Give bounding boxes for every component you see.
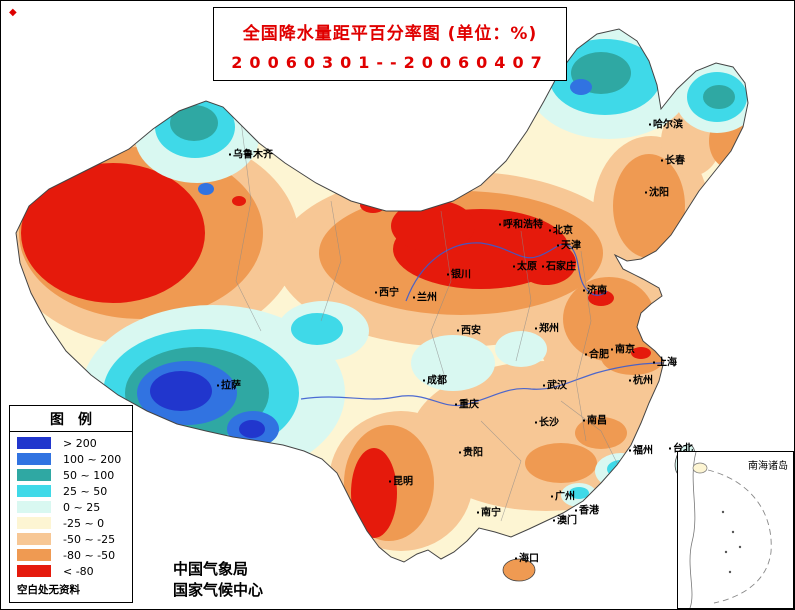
map-title: 全国降水量距平百分率图 (单位：%): [242, 24, 538, 44]
legend-color-swatch: [17, 453, 51, 465]
legend-item: -50 ~ -25: [10, 531, 132, 547]
legend-label: < -80: [63, 564, 94, 578]
legend-label: -25 ~ 0: [63, 516, 105, 530]
legend-color-swatch: [17, 501, 51, 513]
legend-color-swatch: [17, 469, 51, 481]
agency-name-2: 国家气候中心: [173, 581, 264, 599]
legend-color-swatch: [17, 517, 51, 529]
legend-items: > 200 100 ~ 200 50 ~ 100 25 ~ 50 0 ~ 25 -25 ~…: [10, 432, 132, 579]
legend-color-swatch: [17, 437, 51, 449]
legend-color-swatch: [17, 565, 51, 577]
map-title-box: 全国降水量距平百分率图 (单位：%) 20060301--20060407: [213, 7, 567, 81]
legend: 图 例 > 200 100 ~ 200 50 ~ 100 25 ~ 50 0 ~ 25 -…: [9, 405, 133, 603]
legend-item: 0 ~ 25: [10, 499, 132, 515]
yangtze-river-line: [300, 362, 664, 407]
legend-label: -50 ~ -25: [63, 532, 116, 546]
legend-item: -80 ~ -50: [10, 547, 132, 563]
legend-label: -80 ~ -50: [63, 548, 116, 562]
legend-item: > 200: [10, 435, 132, 451]
agency-credits: 中国气象局 国家气候中心: [173, 559, 263, 601]
legend-item: < -80: [10, 563, 132, 579]
legend-footnote: 空白处无资料: [17, 584, 80, 596]
inset-title: 南海诸岛: [748, 461, 788, 472]
china-border-outline: [15, 28, 749, 563]
legend-color-swatch: [17, 549, 51, 561]
inset-map-art: [689, 451, 772, 609]
red-stamp-icon: ◆: [9, 7, 17, 18]
legend-item: 50 ~ 100: [10, 467, 132, 483]
legend-item: -25 ~ 0: [10, 515, 132, 531]
south-china-sea-inset: 南海诸岛: [677, 451, 794, 609]
agency-name-1: 中国气象局: [173, 560, 249, 578]
legend-color-swatch: [17, 485, 51, 497]
legend-label: 0 ~ 25: [63, 500, 101, 514]
map-date-range: 20060301--20060407: [231, 53, 549, 72]
legend-item: 25 ~ 50: [10, 483, 132, 499]
province-boundaries: [235, 120, 622, 522]
yellow-river-line: [405, 242, 608, 302]
legend-label: > 200: [63, 436, 97, 450]
legend-label: 50 ~ 100: [63, 468, 115, 482]
legend-title: 图 例: [10, 406, 132, 432]
legend-label: 25 ~ 50: [63, 484, 108, 498]
legend-color-swatch: [17, 533, 51, 545]
legend-label: 100 ~ 200: [63, 452, 122, 466]
hainan-island: [502, 558, 536, 582]
legend-item: 100 ~ 200: [10, 451, 132, 467]
